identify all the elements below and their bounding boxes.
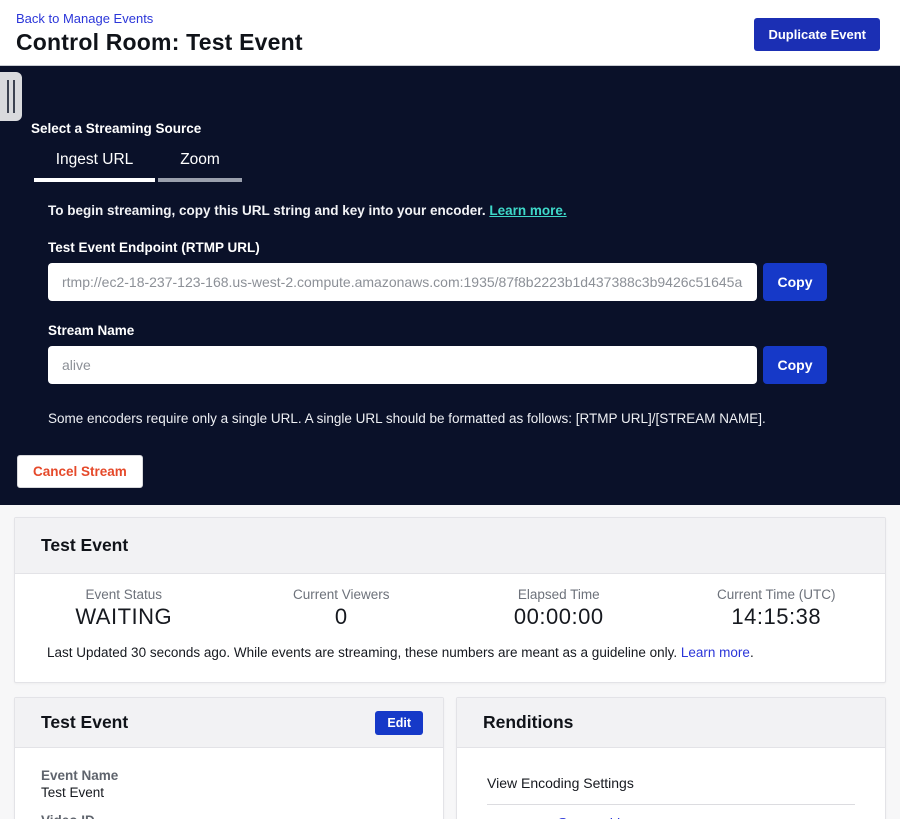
- rtmp-endpoint-label: Test Event Endpoint (RTMP URL): [48, 240, 260, 255]
- detail-video-id: Video ID 87f8b2223b1d437388c3b9426c51645…: [41, 813, 417, 819]
- status-card-title: Test Event: [41, 535, 129, 555]
- detail-event-name: Event Name Test Event: [41, 768, 417, 800]
- app-header: Back to Manage Events Control Room: Test…: [0, 0, 900, 66]
- view-encoding-settings-link[interactable]: View Encoding Settings: [487, 775, 634, 791]
- stream-name-input[interactable]: [48, 346, 757, 384]
- learn-more-link[interactable]: Learn more.: [489, 203, 567, 218]
- streaming-source-tabs: Ingest URL Zoom: [34, 151, 900, 182]
- renditions-card: Renditions View Encoding Settings 1280x7…: [456, 697, 886, 819]
- stat-label: Event Status: [85, 587, 163, 602]
- stat-elapsed-time: Elapsed Time 00:00:00: [450, 587, 668, 630]
- stat-event-status: Event Status WAITING: [15, 587, 233, 630]
- page-title: Control Room: Test Event: [16, 29, 303, 55]
- tab-zoom[interactable]: Zoom: [158, 151, 242, 182]
- stat-current-viewers: Current Viewers 0: [233, 587, 451, 630]
- stat-label: Elapsed Time: [517, 587, 600, 602]
- tab-ingest-url[interactable]: Ingest URL: [34, 151, 155, 182]
- learn-more-link[interactable]: Learn more: [680, 645, 750, 660]
- rendition-link[interactable]: 1280x720 @ 2400 kbps: [487, 817, 855, 819]
- stat-value: WAITING: [75, 604, 173, 629]
- stat-label: Current Time (UTC): [716, 587, 836, 602]
- details-card-header: Test Event Edit: [15, 698, 443, 748]
- encoder-note: Some encoders require only a single URL.…: [48, 411, 766, 426]
- status-footnote: Last Updated 30 seconds ago. While event…: [47, 645, 853, 682]
- detail-label: Video ID: [41, 813, 417, 819]
- cancel-stream-button[interactable]: Cancel Stream: [17, 455, 143, 488]
- streaming-instruction: To begin streaming, copy this URL string…: [48, 203, 900, 218]
- status-card-header: Test Event: [15, 518, 885, 574]
- detail-value: Test Event: [41, 785, 105, 800]
- panel-collapse-handle[interactable]: [0, 72, 22, 121]
- renditions-card-title: Renditions: [483, 712, 574, 732]
- details-card-title: Test Event: [41, 712, 129, 732]
- stream-name-row: Copy: [48, 346, 900, 384]
- stat-value: 0: [334, 604, 348, 629]
- renditions-card-header: Renditions: [457, 698, 885, 748]
- back-to-manage-events-link[interactable]: Back to Manage Events: [16, 11, 154, 26]
- stat-label: Current Viewers: [292, 587, 390, 602]
- edit-event-button[interactable]: Edit: [375, 710, 423, 735]
- renditions-card-body: View Encoding Settings 1280x720 @ 2400 k…: [457, 748, 885, 819]
- stream-name-label: Stream Name: [48, 323, 135, 338]
- copy-endpoint-button[interactable]: Copy: [763, 263, 827, 301]
- instruction-text: To begin streaming, copy this URL string…: [48, 203, 486, 218]
- stat-value: 00:00:00: [513, 604, 604, 629]
- stat-current-time: Current Time (UTC) 14:15:38: [668, 587, 886, 630]
- footnote-text: Last Updated 30 seconds ago. While event…: [47, 645, 678, 660]
- divider: [487, 804, 855, 805]
- event-details-card: Test Event Edit Event Name Test Event Vi…: [14, 697, 444, 819]
- detail-label: Event Name: [41, 768, 119, 783]
- copy-stream-name-button[interactable]: Copy: [763, 346, 827, 384]
- rtmp-endpoint-row: Copy: [48, 263, 900, 301]
- stat-value: 14:15:38: [731, 604, 822, 629]
- duplicate-event-button[interactable]: Duplicate Event: [754, 18, 880, 51]
- stats-row: Event Status WAITING Current Viewers 0 E…: [15, 574, 885, 630]
- streaming-source-panel: Select a Streaming Source Ingest URL Zoo…: [0, 66, 900, 505]
- footnote-period: .: [749, 645, 754, 660]
- streaming-source-label: Select a Streaming Source: [31, 121, 202, 136]
- details-card-body: Event Name Test Event Video ID 87f8b2223…: [15, 748, 443, 819]
- rtmp-endpoint-input[interactable]: [48, 263, 757, 301]
- bottom-cards-row: Test Event Edit Event Name Test Event Vi…: [14, 697, 886, 819]
- event-status-card: Test Event Event Status WAITING Current …: [14, 517, 886, 683]
- drag-handle-icon: [7, 80, 15, 113]
